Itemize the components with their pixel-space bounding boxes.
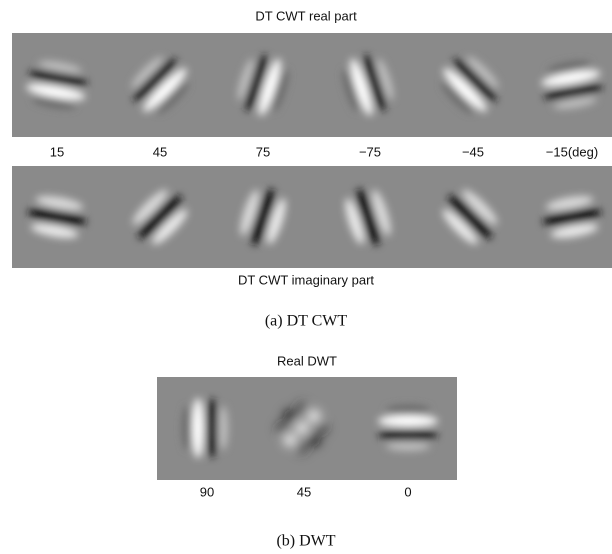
strip-real [12, 33, 612, 137]
angle-labels-b: 90 45 0 [200, 484, 412, 499]
title-real: DT CWT real part [255, 8, 357, 23]
angle-label: 75 [256, 144, 270, 159]
caption-a: (a) DT CWT [265, 313, 348, 330]
angle-label: 0 [404, 484, 411, 499]
angle-label: 45 [297, 484, 311, 499]
angle-label: −45 [462, 144, 484, 159]
strip-imag [12, 166, 612, 268]
figure: DT CWT real part 15 45 75 −75 −45 −15(de… [0, 0, 612, 554]
title-imag: DT CWT imaginary part [238, 272, 374, 287]
caption-b: (b) DWT [276, 533, 335, 550]
angle-label: 15 [50, 144, 64, 159]
title-dwt: Real DWT [277, 353, 337, 368]
angle-label: 45 [153, 144, 167, 159]
angle-labels-a: 15 45 75 −75 −45 −15(deg) [50, 144, 598, 159]
angle-label: 90 [200, 484, 214, 499]
angle-label: −75 [359, 144, 381, 159]
angle-label: −15(deg) [546, 144, 598, 159]
